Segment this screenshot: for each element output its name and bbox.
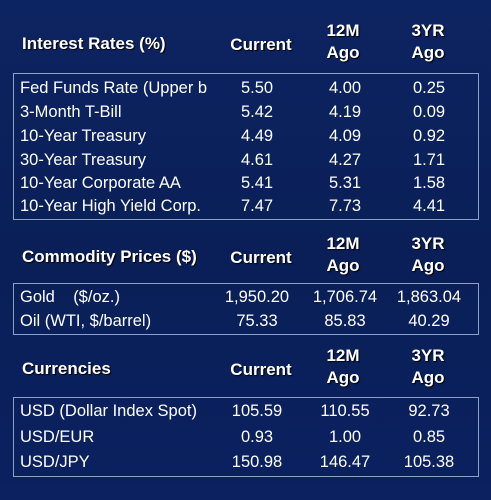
value-current: 150.98 [231,453,283,471]
value-current: 75.33 [236,312,278,330]
interest-col-12m-line1: 12M [326,21,360,40]
value-3yr-ago: 1,863.04 [396,288,462,306]
value-12m-ago: 85.83 [324,312,366,330]
value-12m-ago: 5.31 [328,174,362,192]
interest-col-12m-line2: Ago [326,43,360,62]
value-3yr-ago: 105.38 [403,453,455,471]
table-row: 30-Year Treasury 4.61 4.27 1.71 [14,149,478,171]
interest-col-12m: 12M Ago [298,20,388,64]
value-current: 0.93 [240,428,274,446]
table-row: 10-Year Corporate AA 5.41 5.31 1.58 [14,172,478,194]
currencies-col-12m: 12M Ago [298,345,388,389]
table-row: 10-Year High Yield Corp. 7.47 7.73 4.41 [14,195,478,217]
value-current: 5.41 [240,174,274,192]
row-label: USD/EUR [20,428,95,446]
commodity-col-12m: 12M Ago [298,233,388,277]
commodity-prices-title: Commodity Prices ($) [22,247,197,266]
interest-col-3yr-line2: Ago [411,43,445,62]
value-current: 5.42 [240,103,274,121]
value-12m-ago: 146.47 [319,453,371,471]
interest-rates-title: Interest Rates (%) [22,34,166,53]
commodity-col-3yr-line2: Ago [411,256,445,275]
currencies-col-current: Current [230,360,292,379]
row-label: 10-Year High Yield Corp. [20,197,202,215]
value-current: 4.49 [240,127,274,145]
row-label: Oil (WTI, $/barrel) [20,312,152,330]
value-3yr-ago: 40.29 [408,312,450,330]
row-label: 10-Year Corporate AA [20,174,181,192]
value-3yr-ago: 4.41 [412,197,446,215]
value-current: 7.47 [240,197,274,215]
currencies-title: Currencies [22,359,111,378]
value-3yr-ago: 0.09 [412,103,446,121]
value-12m-ago: 7.73 [328,197,362,215]
table-row: Oil (WTI, $/barrel) 75.33 85.83 40.29 [14,310,478,332]
value-3yr-ago: 1.71 [412,151,446,169]
table-row: Gold ($/oz.) 1,950.20 1,706.74 1,863.04 [14,286,478,308]
row-label: 10-Year Treasury [20,127,146,145]
table-row: 10-Year Treasury 4.49 4.09 0.92 [14,125,478,147]
value-3yr-ago: 0.85 [412,428,446,446]
currencies-col-3yr-line1: 3YR [411,346,445,365]
value-current: 4.61 [240,151,274,169]
row-label: 3-Month T-Bill [20,103,122,121]
table-row: 3-Month T-Bill 5.42 4.19 0.09 [14,101,478,123]
value-12m-ago: 1,706.74 [312,288,378,306]
commodity-prices-table: Gold ($/oz.) 1,950.20 1,706.74 1,863.04 … [13,283,479,335]
commodity-col-3yr: 3YR Ago [383,233,473,277]
table-row: USD/EUR 0.93 1.00 0.85 [14,426,478,448]
row-label: 30-Year Treasury [20,151,146,169]
value-12m-ago: 4.27 [328,151,362,169]
currencies-col-3yr: 3YR Ago [383,345,473,389]
interest-rates-table: Fed Funds Rate (Upper b 5.50 4.00 0.25 3… [13,73,479,220]
row-label: USD (Dollar Index Spot) [20,402,197,420]
commodity-col-12m-line2: Ago [326,256,360,275]
currencies-col-3yr-line2: Ago [411,368,445,387]
currencies-col-12m-line1: 12M [326,346,360,365]
value-12m-ago: 4.09 [328,127,362,145]
row-label: Fed Funds Rate (Upper b [20,79,208,97]
interest-col-current: Current [230,35,292,54]
commodity-col-3yr-line1: 3YR [411,234,445,253]
currencies-table: USD (Dollar Index Spot) 105.59 110.55 92… [13,397,479,477]
value-current: 105.59 [231,402,283,420]
commodity-col-current: Current [230,248,292,267]
table-row: Fed Funds Rate (Upper b 5.50 4.00 0.25 [14,77,478,99]
value-3yr-ago: 0.25 [412,79,446,97]
value-3yr-ago: 0.92 [412,127,446,145]
value-current: 5.50 [240,79,274,97]
row-label: USD/JPY [20,453,90,471]
interest-col-3yr-line1: 3YR [411,21,445,40]
value-12m-ago: 4.00 [328,79,362,97]
currencies-col-12m-line2: Ago [326,368,360,387]
row-label: Gold ($/oz.) [20,288,120,306]
table-row: USD (Dollar Index Spot) 105.59 110.55 92… [14,400,478,422]
value-12m-ago: 1.00 [328,428,362,446]
value-3yr-ago: 1.58 [412,174,446,192]
commodity-col-12m-line1: 12M [326,234,360,253]
interest-col-3yr: 3YR Ago [383,20,473,64]
value-3yr-ago: 92.73 [408,402,450,420]
value-12m-ago: 110.55 [320,402,370,420]
table-row: USD/JPY 150.98 146.47 105.38 [14,451,478,473]
value-12m-ago: 4.19 [328,103,362,121]
value-current: 1,950.20 [224,288,290,306]
